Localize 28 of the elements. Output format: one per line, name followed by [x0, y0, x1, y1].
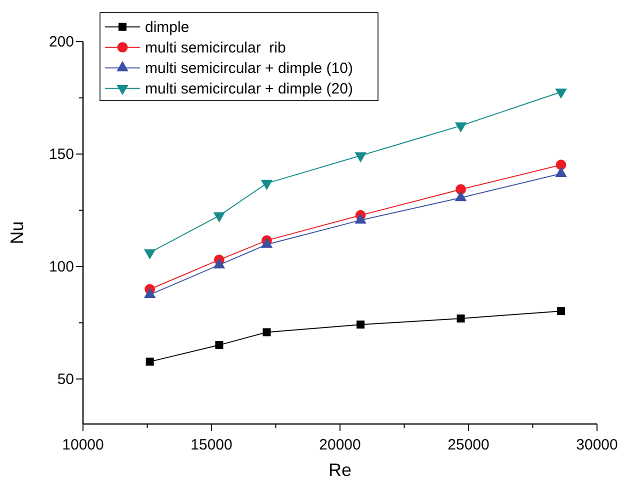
y-tick-label: 50 — [57, 370, 74, 388]
point — [557, 307, 566, 316]
legend-label: multi semicircular + dimple (20) — [145, 80, 353, 98]
x-axis-title: Re — [328, 460, 352, 480]
y-tick-label: 100 — [48, 258, 74, 276]
x-tick-label: 30000 — [576, 436, 618, 454]
x-tick-label: 25000 — [448, 436, 490, 454]
point — [262, 328, 271, 336]
legend-label: multi semicircular rib — [145, 40, 286, 57]
point — [556, 160, 566, 170]
point — [213, 212, 226, 222]
point — [146, 358, 154, 366]
point — [454, 122, 467, 133]
point — [555, 88, 567, 99]
point — [356, 320, 365, 329]
point — [354, 152, 366, 162]
y-axis-title: Nu — [7, 221, 27, 244]
y-tick-label: 150 — [48, 146, 74, 163]
x-tick-label: 15000 — [190, 436, 232, 454]
point — [215, 341, 224, 350]
point — [456, 314, 465, 323]
y-tick-label: 200 — [48, 33, 74, 50]
point — [144, 249, 156, 260]
point — [260, 180, 273, 190]
x-tick-label: 10000 — [62, 436, 104, 454]
legend-label: multi semicircular + dimple (10) — [145, 60, 353, 78]
x-tick-label: 20000 — [319, 436, 361, 454]
legend-label: dimple — [145, 19, 190, 36]
